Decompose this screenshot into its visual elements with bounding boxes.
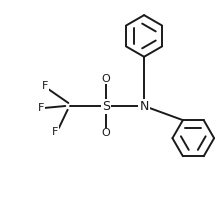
Text: N: N [139,99,149,113]
Text: F: F [42,81,48,91]
Text: F: F [38,103,44,113]
Text: O: O [102,128,111,138]
Text: O: O [102,74,111,84]
Text: S: S [102,99,110,113]
Text: F: F [52,127,58,137]
